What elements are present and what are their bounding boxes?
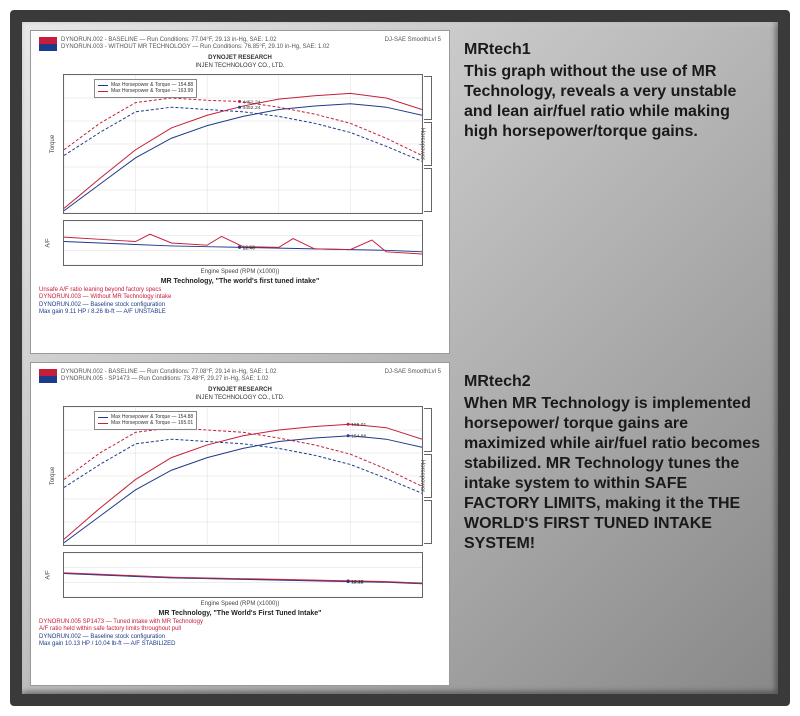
legend: Max Horsepower & Torque — 154.88Max Hors… [94, 411, 197, 430]
xlabel: Engine Speed (RPM (x1000)) [39, 269, 441, 275]
comparison-frame: DYNORUN.002 - BASELINE — Run Conditions:… [10, 10, 790, 706]
dyno-chart-mrtech1: DYNORUN.002 - BASELINE — Run Conditions:… [30, 30, 450, 354]
ylabel-torque: Torque [50, 135, 56, 153]
chart-smoothing: DJ-SAE SmoothLvl 5 [385, 37, 441, 43]
svg-text:4452.24: 4452.24 [243, 105, 261, 111]
svg-text:154.88: 154.88 [351, 433, 366, 439]
ylabel-af: A/F [46, 238, 52, 247]
svg-text:4452.24: 4452.24 [243, 99, 261, 105]
description-mrtech2: MRtech2 When MR Technology is implemente… [460, 362, 770, 686]
chart-footer: MR Technology, "The world's first tuned … [39, 278, 441, 317]
description-body: This graph without the use of MR Technol… [464, 62, 764, 142]
xlabel: Engine Speed (RPM (x1000)) [39, 601, 441, 607]
description-mrtech1: MRtech1 This graph without the use of MR… [460, 30, 770, 354]
ylabel-torque: Torque [50, 467, 56, 485]
ylabel-af: A/F [46, 570, 52, 579]
chart-smoothing: DJ-SAE SmoothLvl 5 [385, 369, 441, 375]
description-title: MRtech1 [464, 40, 764, 60]
chart-title: DYNOJET RESEARCH INJEN TECHNOLOGY CO., L… [39, 55, 441, 69]
chart-title: DYNOJET RESEARCH INJEN TECHNOLOGY CO., L… [39, 387, 441, 401]
panel-mrtech1: DYNORUN.002 - BASELINE — Run Conditions:… [30, 30, 770, 354]
chart-footer: MR Technology, "The World's First Tuned … [39, 610, 441, 649]
panel-mrtech2: DYNORUN.002 - BASELINE — Run Conditions:… [30, 362, 770, 686]
af-plot: A/F 12.5212.4010121416 [63, 220, 423, 266]
dynojet-logo [39, 37, 57, 51]
legend: Max Horsepower & Torque — 154.88Max Hors… [94, 79, 197, 98]
af-plot: A/F 12.2312.1210121416 [63, 552, 423, 598]
description-title: MRtech2 [464, 372, 764, 392]
svg-text:12.40: 12.40 [243, 245, 256, 251]
svg-text:12.12: 12.12 [351, 579, 364, 585]
main-plot: Max Horsepower & Torque — 154.88Max Hors… [63, 74, 423, 214]
dynojet-logo [39, 369, 57, 383]
dyno-chart-mrtech2: DYNORUN.002 - BASELINE — Run Conditions:… [30, 362, 450, 686]
description-body: When MR Technology is implemented horsep… [464, 394, 764, 554]
main-plot: Max Horsepower & Torque — 154.88Max Hors… [63, 406, 423, 546]
run-conditions: DYNORUN.002 - BASELINE — Run Conditions:… [61, 37, 330, 51]
run-conditions: DYNORUN.002 - BASELINE — Run Conditions:… [61, 369, 277, 383]
svg-text:165.01: 165.01 [351, 422, 366, 428]
